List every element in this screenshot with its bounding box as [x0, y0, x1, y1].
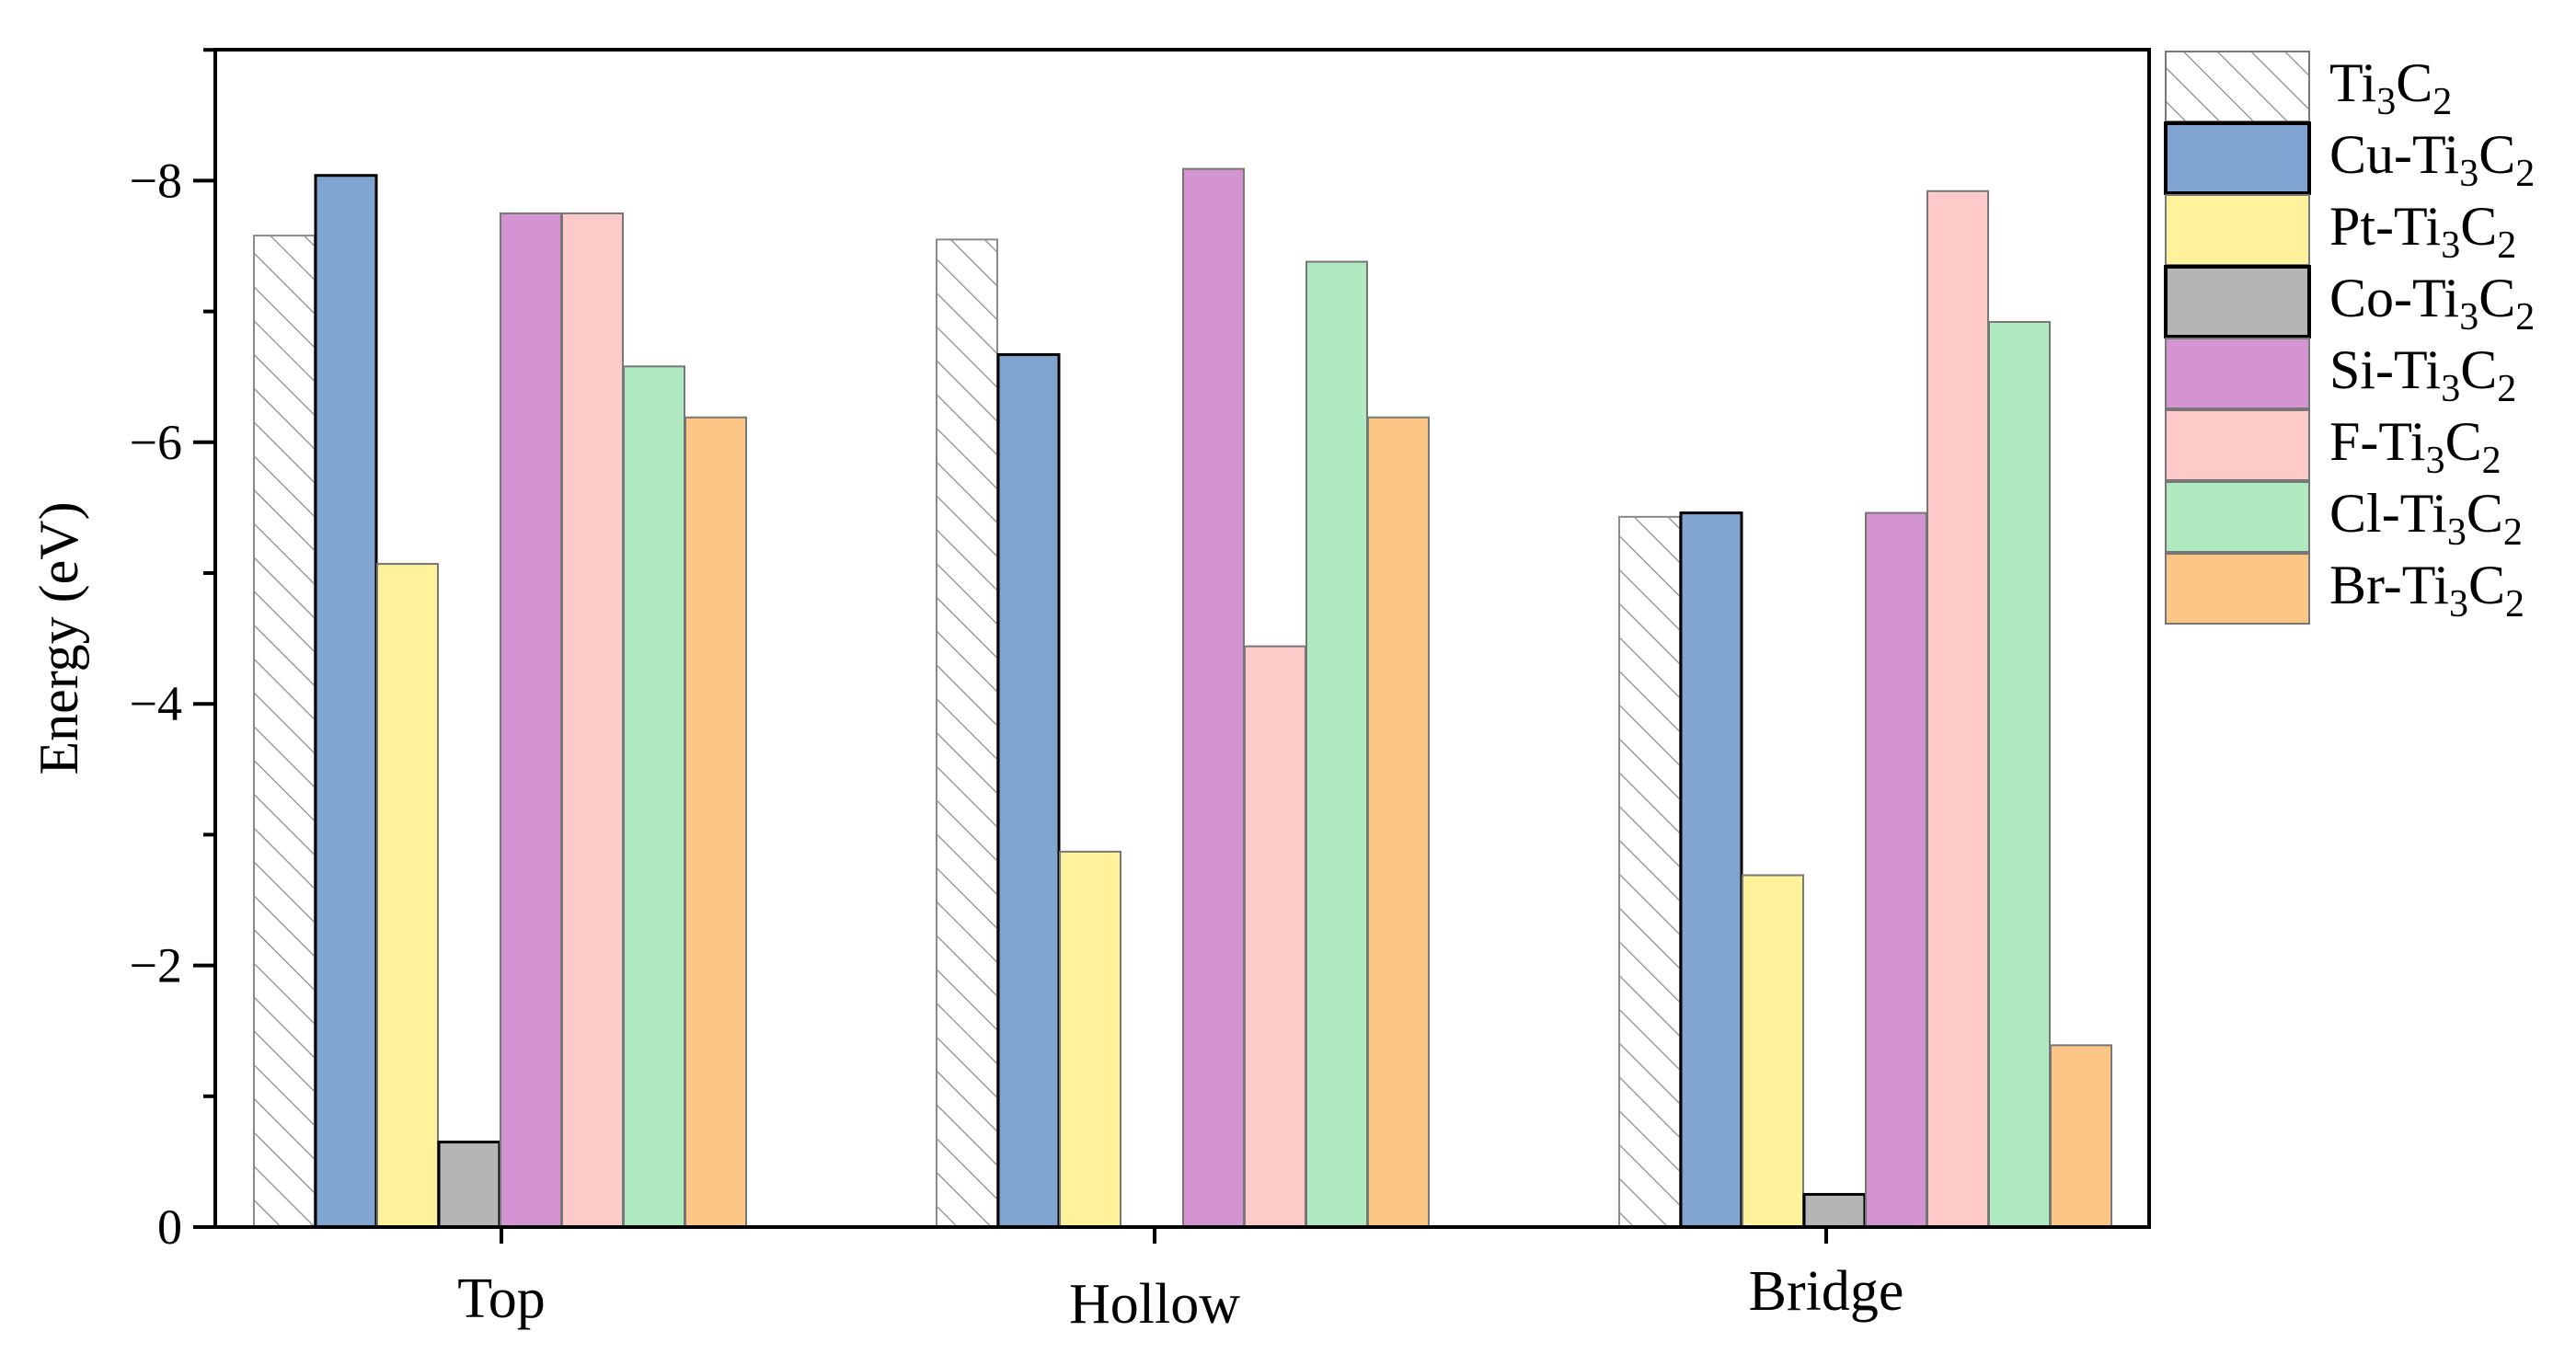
- x-tick-label-hollow: Hollow: [1069, 1273, 1240, 1336]
- y-tick-label: −4: [130, 676, 182, 731]
- bar-si-ti3c2-top: [500, 212, 562, 1229]
- legend: Ti3C2Cu-Ti3C2Pt-Ti3C2Co-Ti3C2Si-Ti3C2F-T…: [2164, 51, 2535, 625]
- legend-swatch-br-ti3c2: [2165, 553, 2310, 625]
- bar-br-ti3c2-top: [684, 416, 747, 1229]
- legend-swatch-f-ti3c2: [2165, 409, 2310, 481]
- y-axis-title: Energy (eV): [29, 501, 89, 775]
- legend-label-cl-ti3c2: Cl-Ti3C2: [2329, 483, 2523, 554]
- legend-swatch-co-ti3c2: [2164, 265, 2311, 338]
- bar-cu-ti3c2-bridge: [1679, 511, 1743, 1229]
- legend-label-ti3c2: Ti3C2: [2329, 52, 2452, 123]
- bar-ti3c2-hollow: [936, 238, 998, 1228]
- bar-br-ti3c2-bridge: [2050, 1044, 2112, 1229]
- y-axis: 0 −2 −4 −6 −8: [130, 48, 215, 1255]
- bar-co-ti3c2-bridge: [1802, 1192, 1867, 1229]
- y-tick-label: −6: [130, 415, 182, 470]
- bar-ti3c2-bridge: [1618, 515, 1681, 1228]
- legend-label-br-ti3c2: Br-Ti3C2: [2329, 555, 2524, 625]
- bar-si-ti3c2-bridge: [1865, 511, 1927, 1228]
- bar-f-ti3c2-hollow: [1244, 645, 1306, 1228]
- bar-cu-ti3c2-hollow: [996, 353, 1061, 1229]
- bar-f-ti3c2-bridge: [1926, 189, 1989, 1228]
- plot-frame: [213, 48, 2151, 1229]
- bar-pt-ti3c2-hollow: [1059, 850, 1121, 1228]
- legend-label-si-ti3c2: Si-Ti3C2: [2329, 339, 2516, 410]
- legend-swatch-si-ti3c2: [2165, 338, 2310, 409]
- x-tick-label-bridge: Bridge: [1749, 1260, 1904, 1323]
- bar-cu-ti3c2-top: [314, 174, 378, 1229]
- bar-pt-ti3c2-top: [376, 563, 439, 1228]
- legend-label-pt-ti3c2: Pt-Ti3C2: [2329, 196, 2516, 267]
- bar-cl-ti3c2-hollow: [1305, 260, 1368, 1229]
- legend-swatch-cu-ti3c2: [2164, 121, 2311, 195]
- legend-label-cu-ti3c2: Cu-Ti3C2: [2329, 124, 2535, 195]
- bar-cl-ti3c2-top: [623, 365, 685, 1229]
- bar-co-ti3c2-top: [437, 1141, 501, 1229]
- legend-swatch-pt-ti3c2: [2165, 194, 2310, 266]
- x-axis: Top Hollow Bridge: [457, 1227, 1903, 1336]
- legend-swatch-ti3c2: [2165, 51, 2310, 122]
- bars-layer: [253, 167, 2112, 1229]
- y-tick-label: −8: [130, 153, 182, 208]
- y-tick-label: 0: [157, 1199, 182, 1255]
- legend-swatch-cl-ti3c2: [2165, 481, 2310, 553]
- bar-ti3c2-top: [253, 235, 316, 1228]
- bar-cl-ti3c2-bridge: [1988, 320, 2051, 1228]
- bar-f-ti3c2-top: [561, 212, 624, 1229]
- legend-label-co-ti3c2: Co-Ti3C2: [2329, 268, 2535, 338]
- bar-si-ti3c2-hollow: [1182, 167, 1245, 1228]
- bar-br-ti3c2-hollow: [1367, 416, 1430, 1229]
- legend-label-f-ti3c2: F-Ti3C2: [2329, 411, 2501, 482]
- bar-pt-ti3c2-bridge: [1742, 874, 1804, 1228]
- y-tick-label: −2: [130, 938, 182, 993]
- x-tick-label-top: Top: [457, 1268, 546, 1330]
